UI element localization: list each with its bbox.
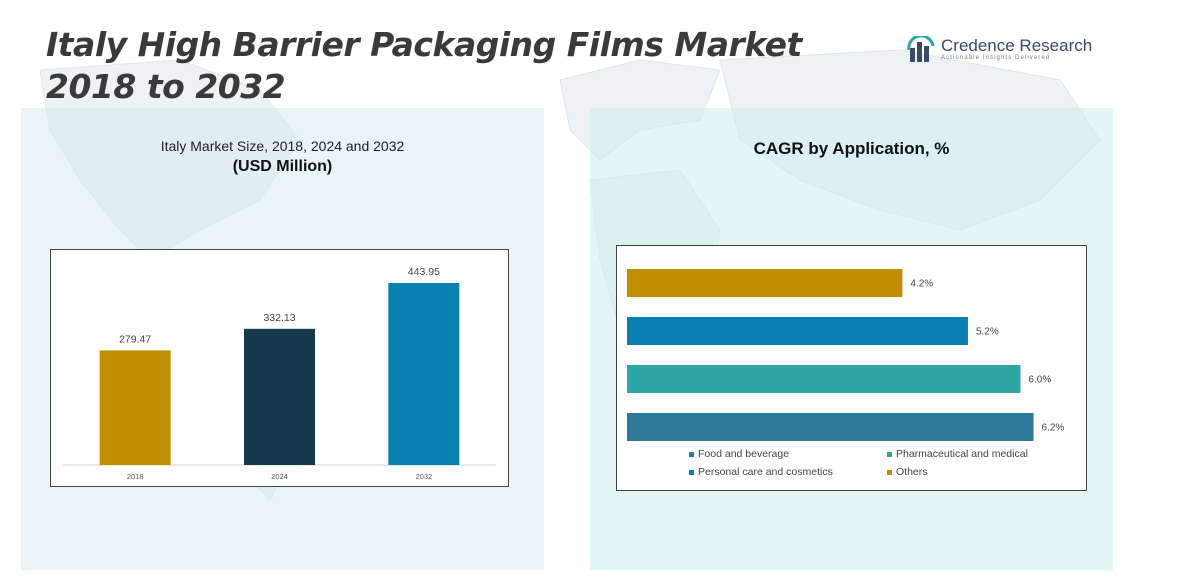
hbar-food-and-beverage bbox=[627, 413, 1034, 441]
legend-item: Personal care and cosmetics bbox=[689, 466, 833, 478]
legend-swatch bbox=[689, 469, 694, 475]
hbar-value-label: 5.2% bbox=[976, 327, 999, 338]
hbar-value-label: 6.2% bbox=[1042, 423, 1065, 434]
bar-2032 bbox=[388, 282, 460, 465]
logo: Credence Research Actionable Insights De… bbox=[907, 34, 1097, 68]
bar-value-label: 443.95 bbox=[408, 266, 440, 278]
market-size-bar-chart: 279.47 2018 332.13 2024 443.95 2032 bbox=[63, 266, 496, 481]
legend-label: Food and beverage bbox=[698, 448, 790, 460]
bar-2018 bbox=[99, 350, 171, 465]
legend-label: Others bbox=[896, 466, 928, 478]
legend-item: Pharmaceutical and medical bbox=[887, 448, 1028, 460]
legend-swatch bbox=[887, 451, 892, 457]
hbar-pharmaceutical-and-medical bbox=[627, 365, 1021, 393]
legend-item: Others bbox=[887, 466, 928, 478]
market-size-chart: 279.47 2018 332.13 2024 443.95 2032 bbox=[50, 249, 509, 487]
hbar-personal-care-and-cosmetics bbox=[627, 317, 968, 345]
legend-swatch bbox=[689, 451, 694, 457]
hbar-value-label: 4.2% bbox=[910, 279, 933, 290]
cagr-title: CAGR by Application, % bbox=[753, 139, 950, 158]
legend-swatch bbox=[887, 469, 892, 475]
hbar-value-label: 6.0% bbox=[1028, 375, 1051, 386]
page-title: Italy High Barrier Packaging Films Marke… bbox=[46, 25, 802, 106]
credence-logo-icon bbox=[907, 36, 935, 62]
bar-value-label: 332.13 bbox=[263, 312, 295, 324]
market-size-unit: (USD Million) bbox=[232, 158, 333, 175]
cagr-chart: 4.2% 5.2% 6.0% 6.2% Food and beverage Pharma… bbox=[616, 245, 1087, 491]
logo-name: Credence Research bbox=[941, 36, 1093, 55]
x-tick-label: 2032 bbox=[415, 472, 432, 481]
legend-label: Personal care and cosmetics bbox=[698, 466, 833, 478]
bar-value-label: 279.47 bbox=[119, 333, 151, 345]
logo-tagline: Actionable Insights Delivered bbox=[941, 55, 1051, 61]
legend-item: Food and beverage bbox=[689, 448, 789, 460]
cagr-bar-chart: 4.2% 5.2% 6.0% 6.2% bbox=[627, 269, 1065, 441]
hbar-others bbox=[627, 269, 903, 297]
x-tick-label: 2024 bbox=[271, 472, 288, 481]
market-size-title: Italy Market Size, 2018, 2024 and 2032 bbox=[160, 138, 405, 154]
bar-2024 bbox=[244, 328, 315, 465]
legend-label: Pharmaceutical and medical bbox=[896, 448, 1028, 460]
x-tick-label: 2018 bbox=[127, 472, 144, 481]
